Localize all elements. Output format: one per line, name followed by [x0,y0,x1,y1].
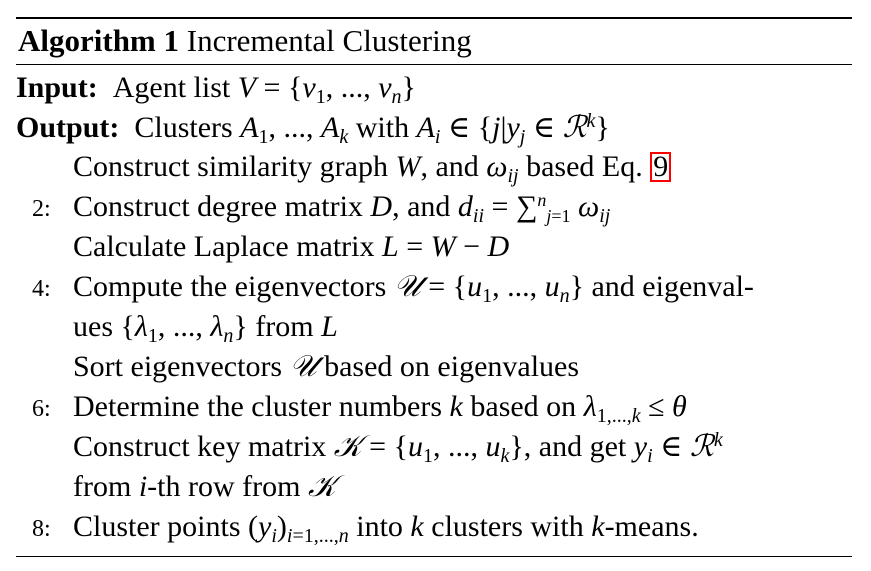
step-7c-text-b: -th row from [147,470,308,503]
equation-ref-link[interactable]: 9 [650,152,672,182]
output-label: Output: [16,111,120,144]
step-4: Compute the eigenvectors 𝒰 = {u1, ..., u… [73,269,754,307]
step-5-text-b: based on eigenvalues [316,350,580,383]
step-8-text-b: into [348,510,411,543]
step-4c-text-a: ues [73,310,121,343]
bottom-rule [16,556,852,557]
line-number-6: 6: [32,396,51,422]
top-rule [16,17,852,19]
step-3-text-a: Calculate Laplace matrix [73,230,383,263]
step-6: Determine the cluster numbers k based on… [73,390,687,427]
step-8-text-a: Cluster points [73,510,249,543]
step-7-text-b: , and get [523,430,634,463]
line-number-8: 8: [32,516,51,542]
step-4-text-b: and eigenval- [583,270,754,303]
step-6-text-b: based on [462,390,584,423]
header-rule [16,64,852,65]
input-line: Input: Agent list V = {v1, ..., vn} [16,70,416,108]
step-1-text-c: based Eq. [518,150,651,183]
step-2-text-b: , and [392,190,458,223]
step-6-text-a: Determine the cluster numbers [73,390,450,423]
line-number-2: 2: [32,196,51,222]
line-number-4: 4: [32,276,51,302]
step-3: Calculate Laplace matrix L = W − D [73,230,510,263]
step-8-text-d: -means. [604,510,699,543]
step-5-text-a: Sort eigenvectors [73,350,290,383]
step-1: Construct similarity graph W, and ωij ba… [73,149,672,186]
step-1-text-b: , and [420,150,487,183]
step-4c-text-b: from [247,310,322,343]
step-4-continued: ues {λ1, ..., λn} from L [73,310,338,347]
algorithm-label: Algorithm 1 [18,23,180,58]
algorithm-name: Incremental Clustering [186,23,472,58]
step-7: Construct key matrix 𝒦 = {u1, ..., uk}, … [73,429,723,467]
algorithm-title: Algorithm 1 Incremental Clustering [18,23,472,59]
input-text: Agent list V = {v1, ..., vn} [105,71,416,108]
step-8: Cluster points (yi)i=1,...,n into k clus… [73,510,699,547]
step-7c-text-a: from [73,470,139,503]
step-4-text-a: Compute the eigenvectors [73,270,394,303]
step-7-continued: from i-th row from 𝒦 [73,469,336,504]
step-7-text-a: Construct key matrix [73,430,334,463]
step-2-text-a: Construct degree matrix [73,190,371,223]
input-label: Input: [16,71,98,104]
step-1-text-a: Construct similarity graph [73,150,396,183]
output-text: Clusters A1, ..., Ak with Ai ∈ {j|yj ∈ ℛ… [126,110,610,148]
output-line: Output: Clusters A1, ..., Ak with Ai ∈ {… [16,110,610,148]
step-5: Sort eigenvectors 𝒰 based on eigenvalues [73,349,580,384]
step-2: Construct degree matrix D, and dii = ∑nj… [73,190,611,227]
step-8-text-c: clusters with [423,510,592,543]
